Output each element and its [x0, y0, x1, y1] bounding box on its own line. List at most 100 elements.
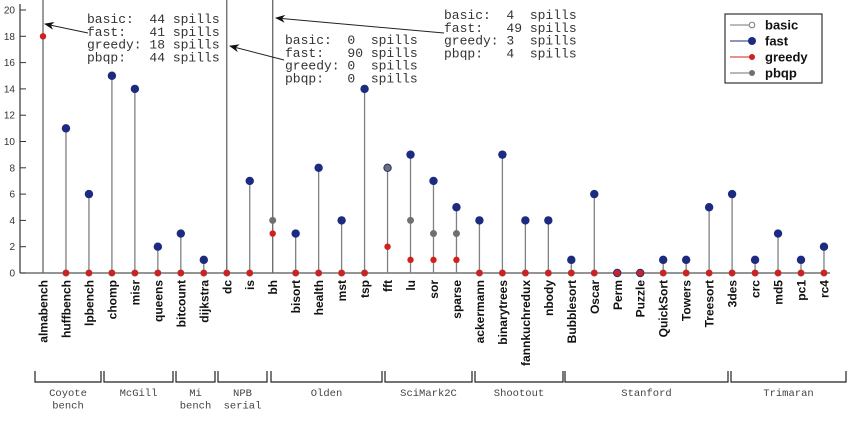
marker-fast-queens	[153, 242, 163, 251]
marker-greedy-crc	[751, 269, 759, 277]
marker-greedy-bh	[269, 230, 276, 237]
x-tick-label-misr: misr	[128, 280, 142, 306]
annotation-line: fast: 49 spills	[444, 21, 577, 36]
marker-greedy-tsp	[361, 269, 368, 277]
group-label: Mi	[189, 388, 202, 400]
x-tick-label-Bubblesort: Bubblesort	[565, 280, 579, 343]
marker-pbqp-lu	[407, 217, 414, 224]
marker-greedy-sor	[430, 256, 437, 264]
marker-pbqp-sparse	[453, 230, 460, 237]
marker-fast-rc4	[819, 242, 829, 251]
annotation-line: pbqp: 44 spills	[87, 50, 220, 65]
marker-fast-Towers	[681, 255, 691, 265]
marker-greedy-queens	[154, 269, 162, 277]
marker-greedy-pc1	[797, 269, 805, 277]
group-bracket	[175, 371, 216, 383]
x-tick-label-Perm: Perm	[611, 280, 625, 310]
y-tick-label: 6	[9, 190, 15, 201]
marker-greedy-fannkuchredux	[522, 269, 529, 277]
annotation-arrow	[229, 44, 285, 61]
marker-greedy-rc4	[820, 269, 828, 277]
marker-greedy-QuickSort	[659, 269, 667, 277]
x-tick-label-sor: sor	[427, 280, 441, 299]
x-tick-label-queens: queens	[151, 280, 165, 322]
x-tick-label-fft: fft	[381, 280, 395, 292]
legend-marker	[748, 37, 756, 45]
marker-fast-lpbench	[84, 189, 94, 199]
x-tick-label-sparse: sparse	[450, 280, 464, 319]
x-tick-label-nbody: nbody	[542, 280, 556, 316]
marker-fast-binarytrees	[498, 150, 507, 159]
group-label: serial	[224, 401, 262, 413]
y-tick-label: 8	[9, 163, 15, 174]
group-label: SciMark2C	[400, 388, 457, 400]
x-tick-label-pc1: pc1	[795, 280, 809, 301]
marker-greedy-3des	[728, 269, 736, 277]
group-shootout: Shootout	[474, 371, 564, 400]
group-label: Coyote	[49, 388, 87, 400]
group-bracket	[384, 371, 473, 383]
group-bracket	[270, 371, 383, 383]
annotation-arrow	[275, 14, 445, 34]
marker-greedy-Towers	[682, 269, 690, 277]
marker-greedy-dijkstra	[200, 269, 207, 277]
legend-item-greedy: greedy	[730, 50, 808, 65]
marker-greedy-sparse	[453, 256, 460, 264]
x-tick-label-dc: dc	[220, 280, 234, 294]
marker-fast-nbody	[544, 216, 553, 225]
y-tick-label: 4	[9, 216, 15, 227]
x-tick-label-tsp: tsp	[358, 280, 372, 298]
marker-greedy-almabench	[39, 33, 47, 40]
group-olden: Olden	[270, 371, 383, 400]
annotation-line: fast: 41 spills	[87, 25, 220, 40]
y-tick-label: 16	[4, 58, 16, 69]
x-tick-label-mst: mst	[335, 280, 349, 301]
x-tick-label-QuickSort: QuickSort	[657, 280, 671, 337]
marker-fast-huffbench	[61, 124, 71, 133]
marker-fast-fannkuchredux	[521, 216, 530, 225]
annotation-line: basic: 44 spills	[87, 12, 220, 27]
marker-greedy-Bubblesort	[568, 269, 575, 277]
marker-fast-tsp	[360, 84, 369, 94]
group-label: Shootout	[494, 388, 544, 400]
x-tick-label-3des: 3des	[726, 280, 740, 308]
marker-greedy-Oscar	[591, 269, 598, 277]
group-bracket	[34, 371, 102, 383]
marker-greedy-binarytrees	[499, 269, 506, 277]
x-tick-labels: almabench huffbench lpbench chomp misr queens…	[37, 280, 832, 366]
x-tick-label-crc: crc	[749, 280, 763, 298]
marker-fast-dijkstra	[199, 255, 208, 265]
markers	[39, 33, 829, 278]
x-tick-label-Towers: Towers	[680, 280, 694, 321]
marker-fast-bitcount	[176, 229, 186, 238]
x-tick-label-lu: lu	[404, 280, 418, 291]
marker-greedy-lu	[407, 256, 414, 264]
x-tick-label-binarytrees: binarytrees	[496, 280, 510, 345]
marker-fast-lu	[406, 150, 415, 159]
legend-label: basic	[765, 18, 798, 33]
x-tick-label-health: health	[312, 280, 326, 315]
x-tick-label-Puzzle: Puzzle	[634, 280, 648, 318]
x-tick-label-bitcount: bitcount	[174, 280, 188, 327]
legend-label: greedy	[765, 50, 808, 65]
x-tick-label-huffbench: huffbench	[59, 280, 73, 338]
marker-fast-mst	[337, 216, 346, 225]
legend-item-fast: fast	[730, 34, 789, 49]
marker-fast-chomp	[107, 71, 117, 80]
x-tick-label-lpbench: lpbench	[82, 280, 96, 326]
marker-greedy-is	[246, 269, 253, 277]
x-tick-label-almabench: almabench	[37, 280, 51, 343]
marker-greedy-bitcount	[177, 269, 185, 277]
y-tick-label: 12	[4, 111, 16, 122]
x-tick-label-bh: bh	[266, 280, 280, 295]
marker-greedy-dc	[223, 269, 230, 277]
marker-fast-sor	[429, 176, 438, 186]
marker-fast-health	[314, 163, 323, 172]
annotation-line: pbqp: 4 spills	[444, 46, 577, 61]
marker-greedy-Perm	[614, 269, 621, 277]
